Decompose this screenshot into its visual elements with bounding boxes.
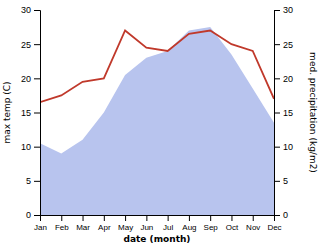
tick-label: Jan	[34, 223, 47, 232]
tick-label: 10	[283, 142, 293, 152]
tick-mark	[274, 181, 280, 182]
tick: Jan	[34, 215, 47, 232]
tick: 15	[21, 108, 40, 118]
tick-label: 10	[21, 142, 31, 152]
tick-mark	[274, 147, 280, 148]
tick-label: May	[118, 223, 133, 232]
y2-axis-title: med. precipitation (kg/m2)	[308, 52, 318, 173]
tick: Feb	[55, 215, 69, 232]
y-axis: 0 5 10 15 20 25 30	[21, 5, 41, 220]
tick: Mar	[76, 215, 90, 232]
tick: 5	[26, 176, 40, 186]
tick: Jun	[140, 215, 153, 232]
tick-label: 30	[283, 5, 293, 15]
tick-mark	[274, 78, 280, 79]
axis-line	[41, 216, 275, 222]
tick-mark	[104, 215, 105, 221]
axis-line	[34, 11, 41, 216]
tick-mark	[274, 10, 280, 11]
tick: Sep	[204, 215, 219, 232]
y-axis-title: max temp (C)	[2, 81, 12, 143]
tick-label: 5	[283, 176, 288, 186]
axis-line	[275, 11, 281, 216]
area	[40, 27, 274, 215]
tick: 25	[21, 40, 40, 50]
tick: 30	[21, 5, 40, 15]
tick-mark	[34, 147, 40, 148]
tick-mark	[274, 215, 280, 216]
tick-label: Dec	[267, 223, 281, 232]
tick-mark	[253, 215, 254, 221]
tick: Nov	[246, 215, 260, 232]
tick: 10	[21, 142, 40, 152]
tick-label: Oct	[226, 223, 239, 232]
tick-label: 15	[21, 108, 31, 118]
tick-mark	[34, 215, 40, 216]
tick-mark	[34, 78, 40, 79]
tick-label: 20	[21, 74, 31, 84]
tick-label: 20	[283, 74, 293, 84]
tick-label: 25	[283, 40, 293, 50]
tick: 20	[21, 74, 40, 84]
tick-label: 25	[21, 40, 31, 50]
tick: 15	[274, 108, 293, 118]
tick: May	[118, 215, 133, 232]
tick-mark	[231, 215, 232, 221]
tick-mark	[34, 113, 40, 114]
tick: 0	[26, 210, 40, 220]
tick-mark	[210, 215, 211, 221]
tick-label: Jun	[140, 223, 153, 232]
tick: 10	[274, 142, 293, 152]
tick: 25	[274, 40, 293, 50]
tick-label: 0	[283, 210, 288, 220]
plot: JanFebMarAprMayJunJulAugSepOctNovDec0510…	[21, 5, 293, 231]
tick: Dec	[267, 215, 281, 232]
x-axis-title: date (month)	[124, 234, 191, 244]
tick-label: Feb	[55, 223, 69, 232]
tick-mark	[168, 215, 169, 221]
chart: JanFebMarAprMayJunJulAugSepOctNovDec0510…	[0, 0, 318, 247]
tick-label: 0	[26, 210, 31, 220]
tick: Aug	[182, 215, 196, 232]
tick-mark	[146, 215, 147, 221]
tick-label: Nov	[246, 223, 260, 232]
tick-mark	[34, 10, 40, 11]
tick-mark	[34, 181, 40, 182]
tick-label: 15	[283, 108, 293, 118]
tick-mark	[83, 215, 84, 221]
tick-label: 5	[26, 176, 31, 186]
tick: 30	[274, 5, 293, 15]
tick: Jul	[163, 215, 173, 232]
tick-label: Mar	[76, 223, 90, 232]
tick-label: Apr	[98, 223, 111, 232]
tick-label: Aug	[182, 223, 196, 232]
tick: Apr	[98, 215, 111, 232]
tick: 0	[274, 210, 288, 220]
tick: 20	[274, 74, 293, 84]
tick: 5	[274, 176, 288, 186]
tick-mark	[125, 215, 126, 221]
y2-axis: 0 5 10 15 20 25 30	[274, 5, 293, 220]
tick-mark	[274, 113, 280, 114]
x-axis: Jan Feb Mar Apr May Jun Jul Aug Sep Oct Nov Dec	[34, 215, 282, 232]
tick-label: Sep	[204, 223, 219, 232]
tick-mark	[61, 215, 62, 221]
marks	[40, 27, 274, 215]
line	[40, 31, 274, 103]
tick-label: 30	[21, 5, 31, 15]
tick-mark	[34, 44, 40, 45]
tick-mark	[274, 44, 280, 45]
tick-label: Jul	[163, 223, 173, 232]
tick: Oct	[226, 215, 239, 232]
tick-mark	[189, 215, 190, 221]
